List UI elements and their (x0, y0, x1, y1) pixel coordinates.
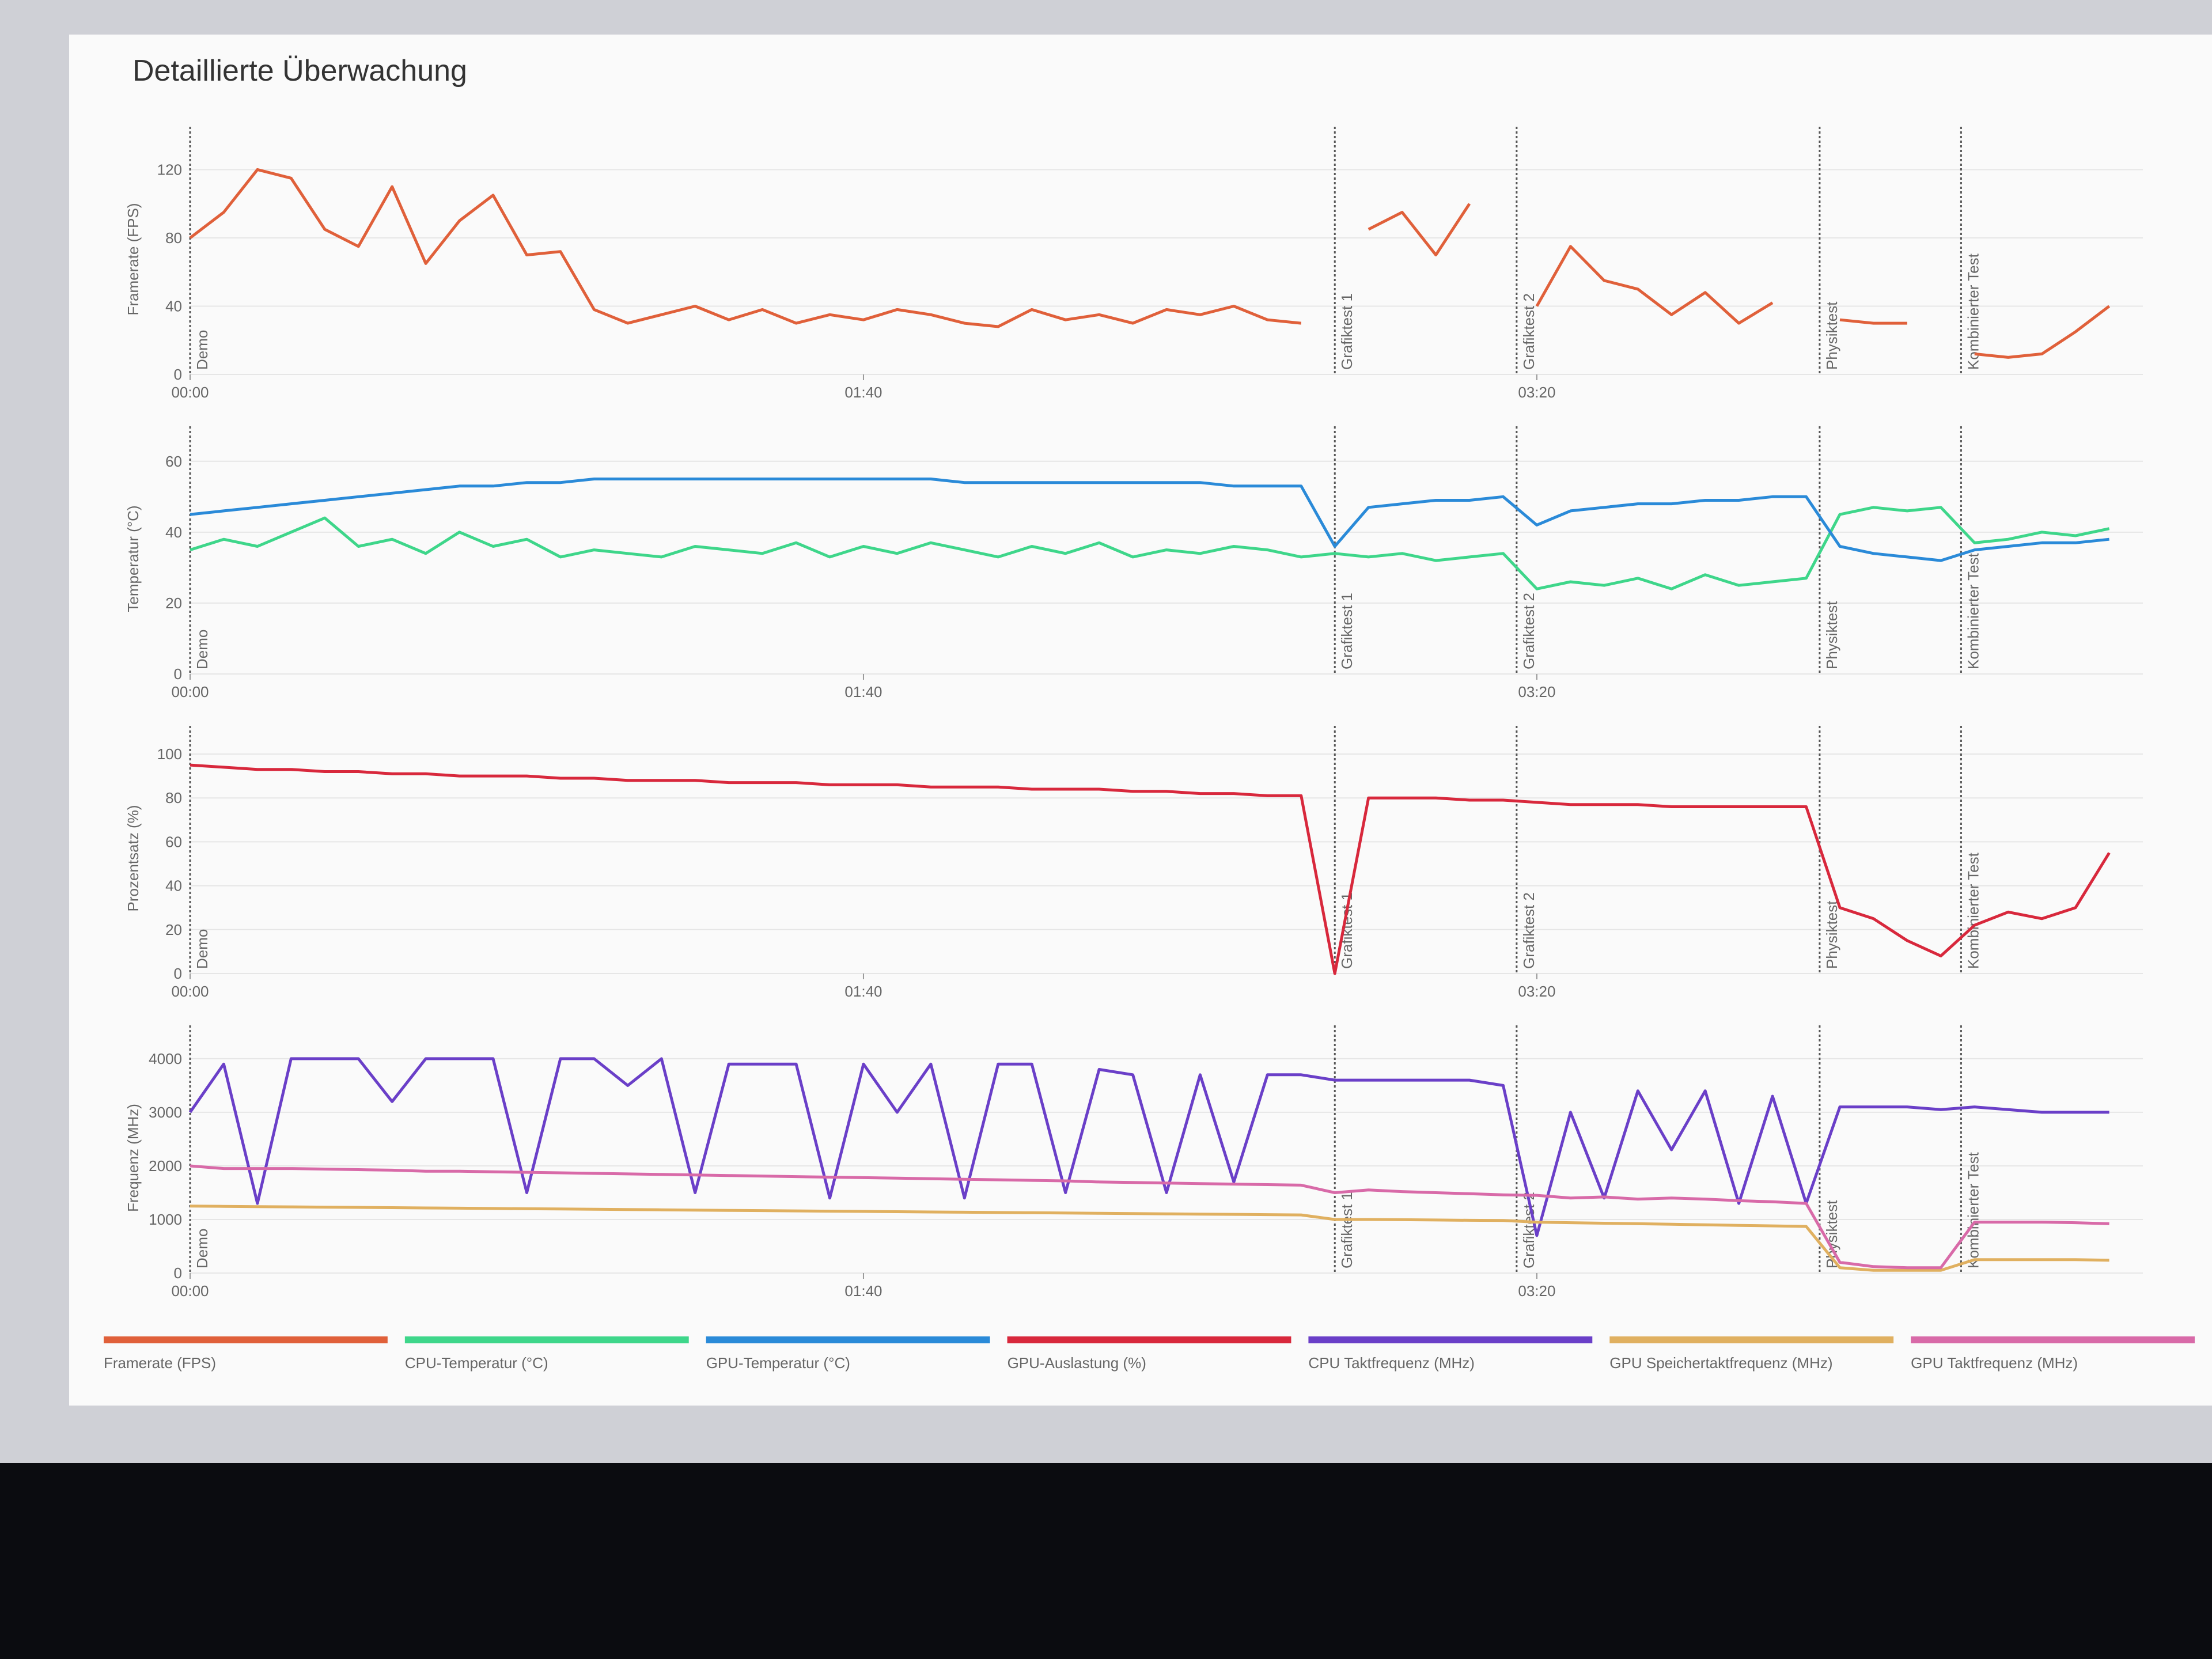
test-marker-label: Demo (194, 330, 211, 370)
y-tick-label: 40 (165, 297, 182, 315)
series-line (188, 1057, 2109, 1237)
test-marker-label: Kombinierter Test (1964, 852, 1982, 969)
x-tick-label: 03:20 (1518, 683, 1555, 700)
y-tick-label: 80 (165, 229, 182, 247)
y-tick-label: 4000 (149, 1050, 182, 1067)
test-marker-label: Kombinierter Test (1964, 552, 1982, 669)
series-line (190, 478, 2109, 562)
legend-swatch (104, 1336, 388, 1343)
test-marker-label: Physiktest (1823, 301, 1840, 370)
y-tick-label: 20 (165, 921, 182, 938)
x-tick-label: 00:00 (171, 1282, 209, 1300)
y-tick-label: 0 (174, 1264, 182, 1282)
series-line (190, 763, 2111, 975)
test-marker-label: Kombinierter Test (1964, 253, 1982, 370)
x-tick-label: 00:00 (171, 384, 209, 401)
series-line (190, 1164, 2109, 1270)
series-line (190, 506, 2110, 590)
x-tick-label: 01:40 (844, 1282, 882, 1300)
y-tick-label: 60 (165, 833, 182, 850)
test-marker-label: Demo (194, 929, 211, 969)
x-tick-label: 01:40 (844, 384, 882, 401)
legend-label: GPU-Temperatur (°C) (706, 1354, 850, 1372)
y-axis-label: Prozentsatz (%) (124, 805, 142, 912)
panel-title: Detaillierte Überwachung (132, 54, 467, 88)
x-tick-label: 03:20 (1518, 384, 1555, 401)
series-line (190, 1205, 2109, 1272)
y-tick-label: 120 (157, 161, 182, 178)
test-marker-label: Grafiktest 2 (1520, 593, 1537, 669)
y-tick-label: 40 (165, 877, 182, 895)
legend-label: Framerate (FPS) (104, 1354, 216, 1372)
legend-swatch (1911, 1336, 2195, 1343)
legend-swatch (1308, 1336, 1593, 1343)
x-tick-label: 00:00 (171, 683, 209, 700)
panel-background (69, 35, 2212, 1406)
legend-label: GPU-Auslastung (%) (1007, 1354, 1146, 1372)
legend-label: CPU Taktfrequenz (MHz) (1308, 1354, 1475, 1372)
y-axis-label: Frequenz (MHz) (124, 1104, 142, 1212)
legend-label: CPU-Temperatur (°C) (405, 1354, 548, 1372)
x-tick-label: 03:20 (1518, 983, 1555, 1000)
test-marker-label: Demo (194, 1229, 211, 1268)
y-axis-label: Framerate (FPS) (124, 203, 142, 315)
y-tick-label: 3000 (149, 1104, 182, 1121)
test-marker-label: Grafiktest 1 (1338, 1192, 1355, 1268)
y-tick-label: 0 (174, 965, 182, 982)
y-tick-label: 40 (165, 524, 182, 541)
test-marker-label: Kombinierter Test (1964, 1152, 1982, 1268)
test-marker-label: Physiktest (1823, 900, 1840, 969)
x-tick-label: 03:20 (1518, 1282, 1555, 1300)
monitoring-panel: Detaillierte Überwachung Framerate (FPS)… (69, 35, 2212, 1406)
y-tick-label: 1000 (149, 1211, 182, 1228)
legend-label: GPU Taktfrequenz (MHz) (1911, 1354, 2078, 1372)
y-axis-label: Temperatur (°C) (124, 505, 142, 612)
test-marker-label: Grafiktest 1 (1338, 593, 1355, 669)
x-tick-label: 01:40 (844, 983, 882, 1000)
y-tick-label: 100 (157, 745, 182, 763)
test-marker-label: Demo (194, 630, 211, 669)
y-tick-label: 80 (165, 789, 182, 806)
series-line (189, 168, 2111, 359)
test-marker-label: Grafiktest 2 (1520, 892, 1537, 969)
y-tick-label: 0 (174, 665, 182, 683)
test-marker-label: Grafiktest 2 (1520, 293, 1537, 370)
y-tick-label: 60 (165, 453, 182, 470)
legend-swatch (1609, 1336, 1894, 1343)
legend-swatch (404, 1336, 689, 1343)
y-tick-label: 0 (174, 366, 182, 383)
legend-label: GPU Speichertaktfrequenz (MHz) (1609, 1354, 1832, 1372)
x-tick-label: 01:40 (844, 683, 882, 700)
y-tick-label: 2000 (149, 1157, 182, 1175)
x-tick-label: 00:00 (171, 983, 209, 1000)
y-tick-label: 20 (165, 594, 182, 612)
test-marker-label: Physiktest (1823, 601, 1840, 669)
monitor-bezel (0, 1463, 2212, 1659)
legend-swatch (1007, 1336, 1291, 1343)
legend-swatch (706, 1336, 990, 1343)
test-marker-label: Grafiktest 1 (1338, 293, 1355, 370)
